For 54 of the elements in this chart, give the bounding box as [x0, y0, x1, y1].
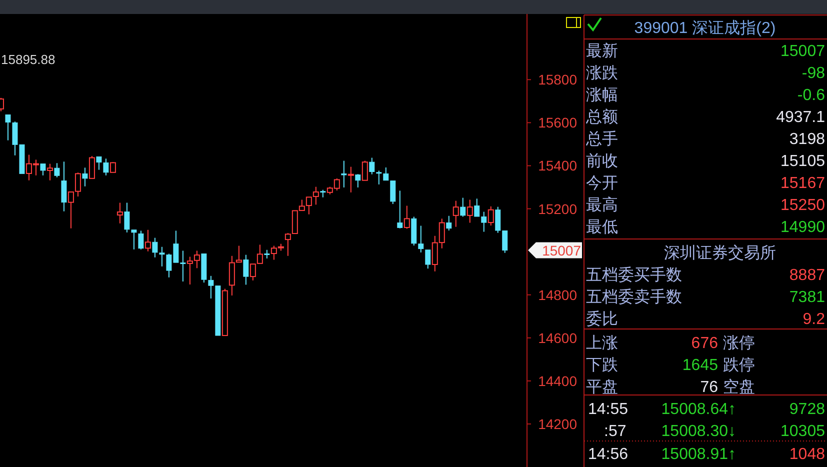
text: 10305 — [780, 423, 826, 440]
text: 399001 深证成指(2) — [634, 19, 776, 37]
text: 15008.30↓ — [661, 423, 736, 440]
y-tick-label: 15600 — [538, 114, 578, 131]
text: 3198 — [789, 131, 826, 148]
text: 深圳证券交易所 — [664, 244, 776, 262]
text: 9.2 — [802, 311, 826, 328]
text: 8887 — [789, 267, 826, 284]
text: 下跌 — [586, 357, 618, 374]
text: 空盘 — [723, 378, 755, 396]
y-tick-label: 15800 — [538, 72, 578, 88]
text: 4937.1 — [776, 109, 826, 126]
text: 676 — [691, 335, 718, 352]
text: 委比 — [586, 310, 618, 328]
text: 最高 — [586, 196, 618, 214]
text: 15105 — [780, 153, 826, 170]
text: 今开 — [586, 175, 618, 192]
text: 15008.91↑ — [661, 446, 736, 463]
text: 涨停 — [723, 334, 755, 352]
text: 总额 — [585, 108, 618, 126]
y-tick-label: 14800 — [538, 286, 578, 303]
text: 15007 — [542, 242, 582, 258]
text: 15167 — [780, 175, 826, 192]
text: -0.6 — [797, 87, 826, 104]
text: 平盘 — [586, 379, 618, 396]
annotation: 15895.88 — [1, 52, 56, 67]
text: 14:56 — [588, 446, 628, 463]
text: 跌停 — [723, 357, 755, 374]
text: :57 — [604, 423, 626, 440]
text: 76 — [700, 379, 718, 396]
y-tick-label: 14600 — [538, 330, 578, 346]
y-tick-label: 14200 — [538, 416, 578, 432]
text: -98 — [802, 65, 826, 82]
text: 涨跌 — [586, 64, 618, 82]
text: 五档委卖手数 — [586, 288, 682, 306]
text: 1048 — [789, 446, 826, 463]
text: 涨幅 — [586, 86, 618, 104]
text: 上涨 — [586, 334, 618, 352]
text: 最新 — [586, 42, 618, 60]
text: 14:55 — [588, 401, 628, 418]
y-tick-label: 14400 — [538, 372, 578, 389]
y-tick-label: 15200 — [538, 200, 578, 217]
text: 最低 — [586, 219, 618, 236]
y-tick-label: 15400 — [538, 158, 578, 174]
text: 前收 — [586, 152, 618, 170]
text: 14990 — [780, 219, 826, 236]
text: 7381 — [789, 289, 826, 306]
text: 15250 — [780, 197, 826, 214]
text: 五档委买手数 — [586, 266, 682, 284]
text: 15008.64↑ — [661, 401, 736, 418]
text: 15007 — [780, 43, 826, 60]
text: 总手 — [585, 130, 618, 148]
text: 1645 — [682, 357, 718, 374]
text: 9728 — [789, 401, 826, 418]
